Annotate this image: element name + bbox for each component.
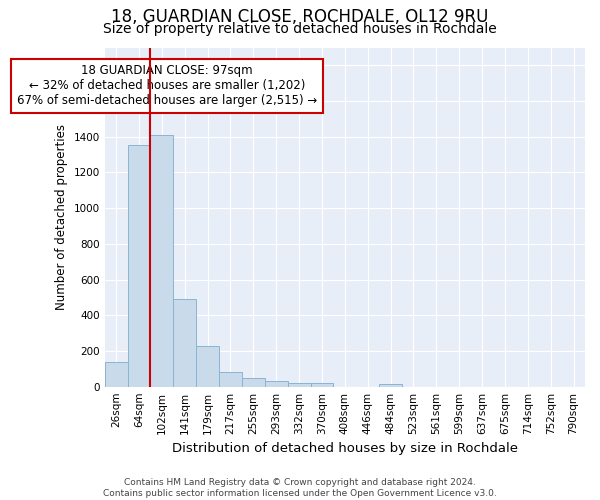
Text: Contains HM Land Registry data © Crown copyright and database right 2024.
Contai: Contains HM Land Registry data © Crown c… [103,478,497,498]
Bar [242,378,265,386]
Bar [219,372,242,386]
X-axis label: Distribution of detached houses by size in Rochdale: Distribution of detached houses by size … [172,442,518,455]
Bar [128,145,151,386]
Bar [311,383,334,386]
Bar [379,384,402,386]
Y-axis label: Number of detached properties: Number of detached properties [55,124,68,310]
Text: 18, GUARDIAN CLOSE, ROCHDALE, OL12 9RU: 18, GUARDIAN CLOSE, ROCHDALE, OL12 9RU [112,8,488,26]
Bar [173,299,196,386]
Bar [151,135,173,386]
Bar [196,346,219,387]
Bar [265,382,287,386]
Bar [104,362,128,386]
Text: Size of property relative to detached houses in Rochdale: Size of property relative to detached ho… [103,22,497,36]
Bar [287,383,311,386]
Text: 18 GUARDIAN CLOSE: 97sqm
← 32% of detached houses are smaller (1,202)
67% of sem: 18 GUARDIAN CLOSE: 97sqm ← 32% of detach… [17,64,317,108]
